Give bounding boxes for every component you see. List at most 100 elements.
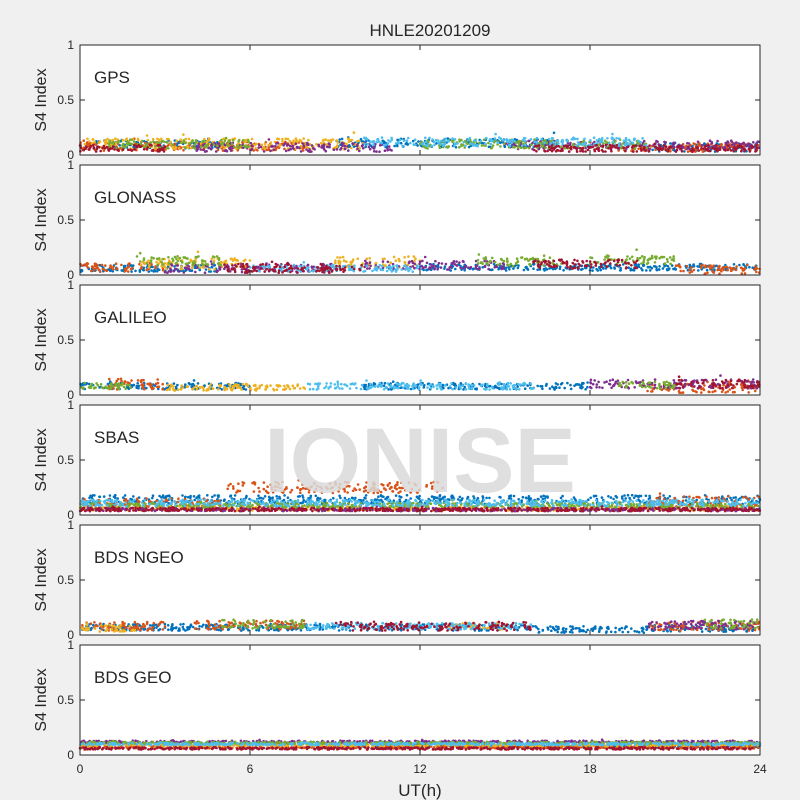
data-point: [584, 141, 587, 144]
data-point: [87, 144, 91, 147]
data-point: [380, 141, 383, 145]
data-point: [460, 138, 463, 142]
data-point: [121, 138, 125, 142]
data-point: [120, 269, 123, 272]
data-point: [665, 380, 668, 384]
data-point: [112, 140, 115, 144]
data-point: [469, 142, 472, 145]
data-point: [522, 268, 526, 272]
data-point: [114, 137, 117, 140]
data-point: [506, 384, 509, 388]
data-point: [220, 261, 224, 264]
data-point: [544, 146, 547, 149]
data-point: [106, 137, 109, 141]
data-point: [371, 385, 374, 388]
data-point: [195, 255, 199, 259]
data-point: [233, 145, 236, 149]
data-point: [339, 268, 343, 272]
data-point: [122, 142, 125, 146]
data-point: [167, 255, 170, 259]
data-point: [719, 374, 722, 377]
data-point: [390, 388, 393, 391]
data-point: [270, 260, 274, 264]
data-point: [679, 144, 682, 148]
data-point: [94, 143, 98, 146]
data-point: [341, 387, 344, 390]
data-point: [375, 140, 379, 144]
data-point: [477, 141, 481, 145]
data-point: [437, 261, 441, 265]
data-point: [284, 387, 288, 391]
data-point: [610, 136, 614, 139]
data-point: [324, 138, 328, 141]
data-point: [200, 259, 204, 262]
data-point: [529, 143, 533, 147]
data-point: [582, 382, 585, 385]
data-point: [743, 267, 747, 270]
data-point: [123, 494, 127, 497]
data-point: [418, 267, 421, 271]
data-point: [691, 144, 694, 148]
data-point: [569, 387, 573, 391]
data-point: [286, 143, 290, 146]
data-point: [94, 262, 98, 266]
data-point: [161, 257, 164, 261]
data-point: [516, 144, 520, 148]
data-point: [750, 380, 754, 384]
data-point: [468, 387, 471, 390]
axes-background: [80, 285, 760, 395]
data-point: [589, 496, 592, 500]
data-point: [365, 257, 369, 261]
data-point: [237, 138, 241, 142]
data-point: [327, 270, 331, 273]
data-point: [725, 265, 729, 269]
data-point: [173, 139, 177, 142]
data-point: [258, 384, 262, 388]
data-point: [503, 142, 506, 145]
data-point: [477, 253, 481, 256]
data-point: [181, 261, 184, 264]
data-point: [302, 137, 306, 140]
data-point: [397, 257, 401, 261]
data-point: [244, 258, 247, 262]
data-point: [645, 269, 648, 272]
data-point: [589, 265, 593, 269]
data-point: [743, 386, 747, 389]
data-point: [273, 265, 276, 269]
data-point: [184, 141, 187, 145]
data-point: [714, 378, 718, 382]
data-point: [653, 383, 657, 387]
data-point: [324, 149, 328, 153]
data-point: [591, 269, 594, 272]
data-point: [552, 259, 556, 263]
data-point: [651, 148, 654, 152]
data-point: [473, 139, 476, 142]
data-point: [709, 149, 712, 153]
data-point: [277, 137, 281, 141]
data-point: [431, 138, 434, 141]
data-point: [138, 251, 142, 255]
data-point: [239, 144, 243, 148]
data-point: [722, 381, 725, 385]
data-point: [569, 383, 572, 387]
data-point: [633, 386, 636, 389]
data-point: [281, 266, 284, 269]
data-point: [524, 266, 527, 269]
data-point: [180, 384, 183, 387]
data-point: [104, 264, 107, 267]
data-point: [507, 143, 511, 147]
data-point: [96, 145, 99, 148]
data-point: [421, 259, 424, 263]
data-point: [206, 139, 209, 143]
data-point: [448, 385, 452, 388]
y-tick-label: 1: [67, 158, 74, 172]
data-point: [163, 270, 167, 274]
data-point: [87, 140, 91, 143]
data-point: [573, 266, 577, 270]
data-point: [551, 137, 554, 140]
data-point: [635, 259, 639, 263]
data-point: [168, 386, 172, 389]
data-point: [172, 385, 175, 388]
data-point: [424, 265, 427, 269]
